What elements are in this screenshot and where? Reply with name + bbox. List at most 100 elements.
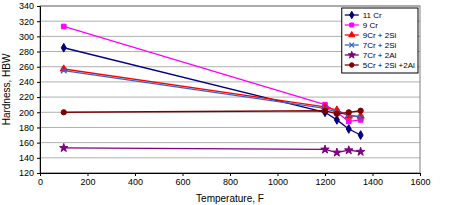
y-tick-label: 120 xyxy=(19,168,34,178)
legend-item: 9Cr + 2Si xyxy=(345,31,397,40)
legend-label: 9 Cr xyxy=(363,21,378,30)
y-tick: 240 xyxy=(19,77,40,87)
x-tick: 1400 xyxy=(363,173,383,187)
legend-label: 5Cr + 2Si +2Al xyxy=(363,61,415,70)
y-axis: 120 140 160 180 200 220 240 260 280 300 320 340 xyxy=(19,1,41,178)
legend-marker xyxy=(350,11,354,18)
legend-label: 9Cr + 2Si xyxy=(363,31,397,40)
legend-item: 9 Cr xyxy=(345,21,378,30)
x-tick: 800 xyxy=(223,173,238,187)
series-point xyxy=(334,111,339,116)
series-point xyxy=(346,125,351,134)
series-point xyxy=(345,146,353,154)
x-tick-label: 1600 xyxy=(410,177,430,187)
y-tick: 300 xyxy=(19,32,40,42)
legend: 11 Cr9 Cr9Cr + 2Si7Cr + 2Si7Cr + 2Al5Cr … xyxy=(342,8,418,73)
x-tick: 1200 xyxy=(315,173,335,187)
x-tick: 0 xyxy=(38,173,43,187)
y-tick-label: 280 xyxy=(19,47,34,57)
series-point xyxy=(358,108,363,113)
y-tick-mark xyxy=(37,158,40,159)
y-tick-label: 340 xyxy=(19,1,34,11)
x-tick-mark xyxy=(420,173,421,176)
y-tick-mark xyxy=(37,97,40,98)
x-tick-label: 200 xyxy=(80,177,95,187)
legend-marker xyxy=(349,31,355,36)
legend-item: 7Cr + 2Al xyxy=(345,51,397,60)
x-tick-label: 1400 xyxy=(363,177,383,187)
legend-item: 7Cr + 2Si xyxy=(345,41,397,50)
x-tick-mark xyxy=(88,173,89,176)
x-tick: 600 xyxy=(175,173,190,187)
grid-line xyxy=(40,127,420,128)
y-tick: 200 xyxy=(19,108,40,118)
y-tick-label: 260 xyxy=(19,62,34,72)
y-axis-line xyxy=(37,7,41,174)
series-line xyxy=(64,26,361,121)
x-tick-label: 800 xyxy=(223,177,238,187)
y-tick-mark xyxy=(37,143,40,144)
y-tick-label: 240 xyxy=(19,77,34,87)
series-line xyxy=(64,111,361,114)
x-tick-label: 400 xyxy=(128,177,143,187)
y-tick-label: 200 xyxy=(19,108,34,118)
x-tick-mark xyxy=(183,173,184,176)
legend-marker xyxy=(349,43,354,48)
x-tick-label: 1000 xyxy=(268,177,288,187)
chart: 0 200 400 600 800 1000 1200 1400 1600 120 140 160 18… xyxy=(0,0,450,205)
x-tick-mark xyxy=(135,173,136,176)
legend-marker xyxy=(348,51,355,58)
grid-line xyxy=(40,97,420,98)
series-point xyxy=(346,110,351,115)
y-tick: 120 xyxy=(19,168,40,178)
y-tick-label: 140 xyxy=(19,153,34,163)
x-tick-label: 600 xyxy=(175,177,190,187)
y-tick-label: 180 xyxy=(19,123,34,133)
x-axis: 0 200 400 600 800 1000 1200 1400 1600 xyxy=(38,173,431,187)
grid-line xyxy=(40,142,420,143)
series-point xyxy=(322,108,327,117)
series-point xyxy=(358,131,363,140)
y-tick-mark xyxy=(37,173,40,174)
x-tick-label: 0 xyxy=(38,177,43,187)
x-tick-mark xyxy=(325,173,326,176)
y-tick: 340 xyxy=(19,1,40,11)
legend-label: 11 Cr xyxy=(363,11,382,20)
x-tick-mark xyxy=(373,173,374,176)
y-tick-mark xyxy=(37,82,40,83)
x-tick: 400 xyxy=(128,173,143,187)
series-point xyxy=(346,119,351,124)
series-point xyxy=(322,108,327,113)
y-axis-title: Hardness, HBW xyxy=(1,53,12,125)
y-tick: 280 xyxy=(19,47,40,57)
y-tick-mark xyxy=(37,127,40,128)
legend-label: 7Cr + 2Al xyxy=(363,51,397,60)
y-tick-mark xyxy=(37,36,40,37)
x-tick-mark xyxy=(230,173,231,176)
plot-area xyxy=(60,24,365,156)
y-tick-label: 220 xyxy=(19,92,34,102)
series-point xyxy=(61,68,67,74)
series-line xyxy=(64,71,361,118)
x-tick: 1600 xyxy=(410,173,430,187)
x-tick-label: 1200 xyxy=(315,177,335,187)
series-point xyxy=(356,147,364,155)
x-tick: 200 xyxy=(80,173,95,187)
series-point xyxy=(61,110,66,115)
legend-item: 5Cr + 2Si +2Al xyxy=(345,61,415,70)
x-axis-line xyxy=(41,174,421,177)
y-tick-mark xyxy=(37,6,40,7)
y-tick-mark xyxy=(37,52,40,53)
x-tick: 1000 xyxy=(268,173,288,187)
series-line xyxy=(64,48,361,135)
series-point xyxy=(321,145,329,153)
x-tick-mark xyxy=(278,173,279,176)
grid-line xyxy=(40,157,420,158)
y-tick-mark xyxy=(37,21,40,22)
legend-box xyxy=(342,8,418,73)
series-point xyxy=(60,144,68,152)
y-tick-label: 320 xyxy=(19,17,34,27)
y-tick: 140 xyxy=(19,153,40,163)
grid-line xyxy=(40,81,420,82)
y-tick: 160 xyxy=(19,138,40,148)
